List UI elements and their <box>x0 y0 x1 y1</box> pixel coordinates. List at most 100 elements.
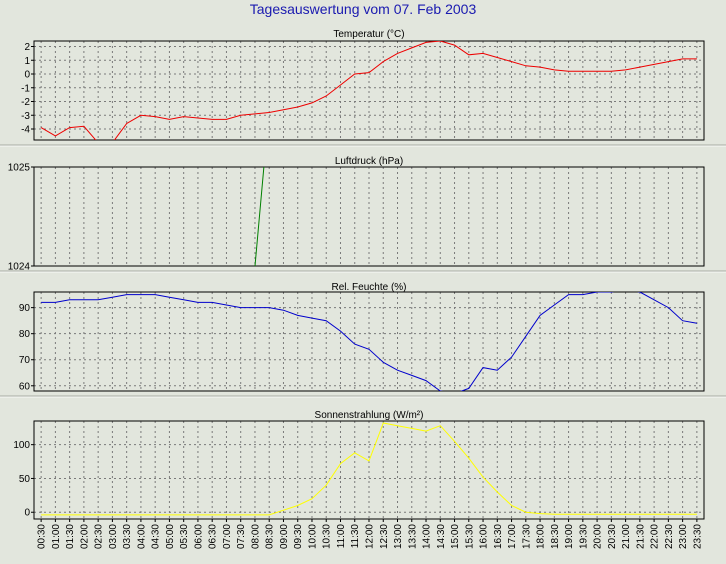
x-tick-label: 02:30 <box>94 524 105 549</box>
data-point <box>111 142 113 144</box>
data-point <box>453 44 455 46</box>
y-tick-label: -1 <box>21 83 30 94</box>
data-point <box>225 514 227 516</box>
data-point <box>525 511 527 513</box>
y-tick-label: 60 <box>19 381 31 392</box>
x-tick-label: 08:30 <box>265 524 276 549</box>
data-point <box>525 335 527 337</box>
data-point <box>182 299 184 301</box>
x-tick-label: 22:30 <box>664 524 675 549</box>
data-point <box>125 514 127 516</box>
data-point <box>197 117 199 119</box>
data-point <box>297 314 299 316</box>
x-tick-label: 18:00 <box>536 524 547 549</box>
y-tick-label: 50 <box>19 474 31 485</box>
data-point <box>696 322 698 324</box>
data-point <box>40 301 42 303</box>
data-point <box>54 301 56 303</box>
data-point <box>254 514 256 516</box>
y-tick-label: 90 <box>19 303 31 314</box>
data-point <box>311 317 313 319</box>
x-tick-label: 13:30 <box>407 524 418 549</box>
data-point <box>653 513 655 515</box>
data-point <box>582 70 584 72</box>
x-tick-label: 20:30 <box>607 524 618 549</box>
panel-3: Rel. Feuchte (%) 90 80 70 60 <box>0 282 726 398</box>
x-tick-label: 06:30 <box>208 524 219 549</box>
data-point <box>40 126 42 128</box>
panel-1: Temperatur (°C) 2 1 0 -1 -2 -3 -4 <box>0 29 726 147</box>
data-point <box>425 430 427 432</box>
data-point <box>311 102 313 104</box>
x-tick-label: 19:00 <box>564 524 575 549</box>
x-tick-label: 19:30 <box>578 524 589 549</box>
x-tick-label: 23:30 <box>692 524 703 549</box>
data-point <box>325 95 327 97</box>
data-point <box>97 299 99 301</box>
y-tick-label: 1024 <box>8 262 31 273</box>
x-tick-label: 20:00 <box>593 524 604 549</box>
data-point <box>567 513 569 515</box>
data-point <box>197 514 199 516</box>
data-point <box>154 115 156 117</box>
x-tick-label: 05:00 <box>165 524 176 549</box>
x-tick-label: 11:30 <box>350 524 361 549</box>
data-point <box>240 114 242 116</box>
panel-title: Rel. Feuchte (%) <box>331 282 406 293</box>
data-point <box>282 509 284 511</box>
data-point <box>54 514 56 516</box>
data-point <box>97 514 99 516</box>
data-point <box>439 425 441 427</box>
data-point <box>268 111 270 113</box>
data-point <box>639 291 641 293</box>
series-line <box>41 422 697 516</box>
data-point <box>297 106 299 108</box>
data-point <box>197 301 199 303</box>
data-point <box>382 422 384 424</box>
data-point <box>639 66 641 68</box>
x-tick-label: 07:30 <box>236 524 247 549</box>
data-point <box>211 514 213 516</box>
data-point <box>382 361 384 363</box>
data-point <box>325 484 327 486</box>
data-point <box>254 265 256 267</box>
data-point <box>596 291 598 293</box>
data-point <box>240 324 242 326</box>
data-point <box>111 296 113 298</box>
data-point <box>368 71 370 73</box>
data-point <box>510 60 512 62</box>
data-point <box>567 293 569 295</box>
x-tick-label: 04:30 <box>151 524 162 549</box>
data-point <box>510 356 512 358</box>
data-point <box>297 504 299 506</box>
data-point <box>539 512 541 514</box>
data-point <box>553 69 555 71</box>
data-point <box>368 460 370 462</box>
data-point <box>653 63 655 65</box>
x-tick-label: 02:00 <box>79 524 90 549</box>
data-point <box>54 135 56 137</box>
data-point <box>439 40 441 42</box>
data-point <box>482 52 484 54</box>
x-tick-label: 03:30 <box>122 524 133 549</box>
data-point <box>425 379 427 381</box>
data-point <box>468 387 470 389</box>
data-point <box>596 513 598 515</box>
data-point <box>83 514 85 516</box>
data-point <box>567 70 569 72</box>
data-point <box>553 304 555 306</box>
x-tick-label: 18:30 <box>550 524 561 549</box>
data-point <box>453 440 455 442</box>
plot-frame <box>33 291 705 392</box>
data-point <box>68 514 70 516</box>
x-tick-label: 06:00 <box>193 524 204 549</box>
x-tick-label: 12:00 <box>365 524 376 549</box>
x-tick-label: 01:30 <box>65 524 76 549</box>
y-tick-label: 100 <box>13 440 30 451</box>
data-point <box>354 343 356 345</box>
data-point <box>553 513 555 515</box>
data-point <box>339 462 341 464</box>
data-point <box>510 504 512 506</box>
x-tick-label: 21:30 <box>635 524 646 549</box>
